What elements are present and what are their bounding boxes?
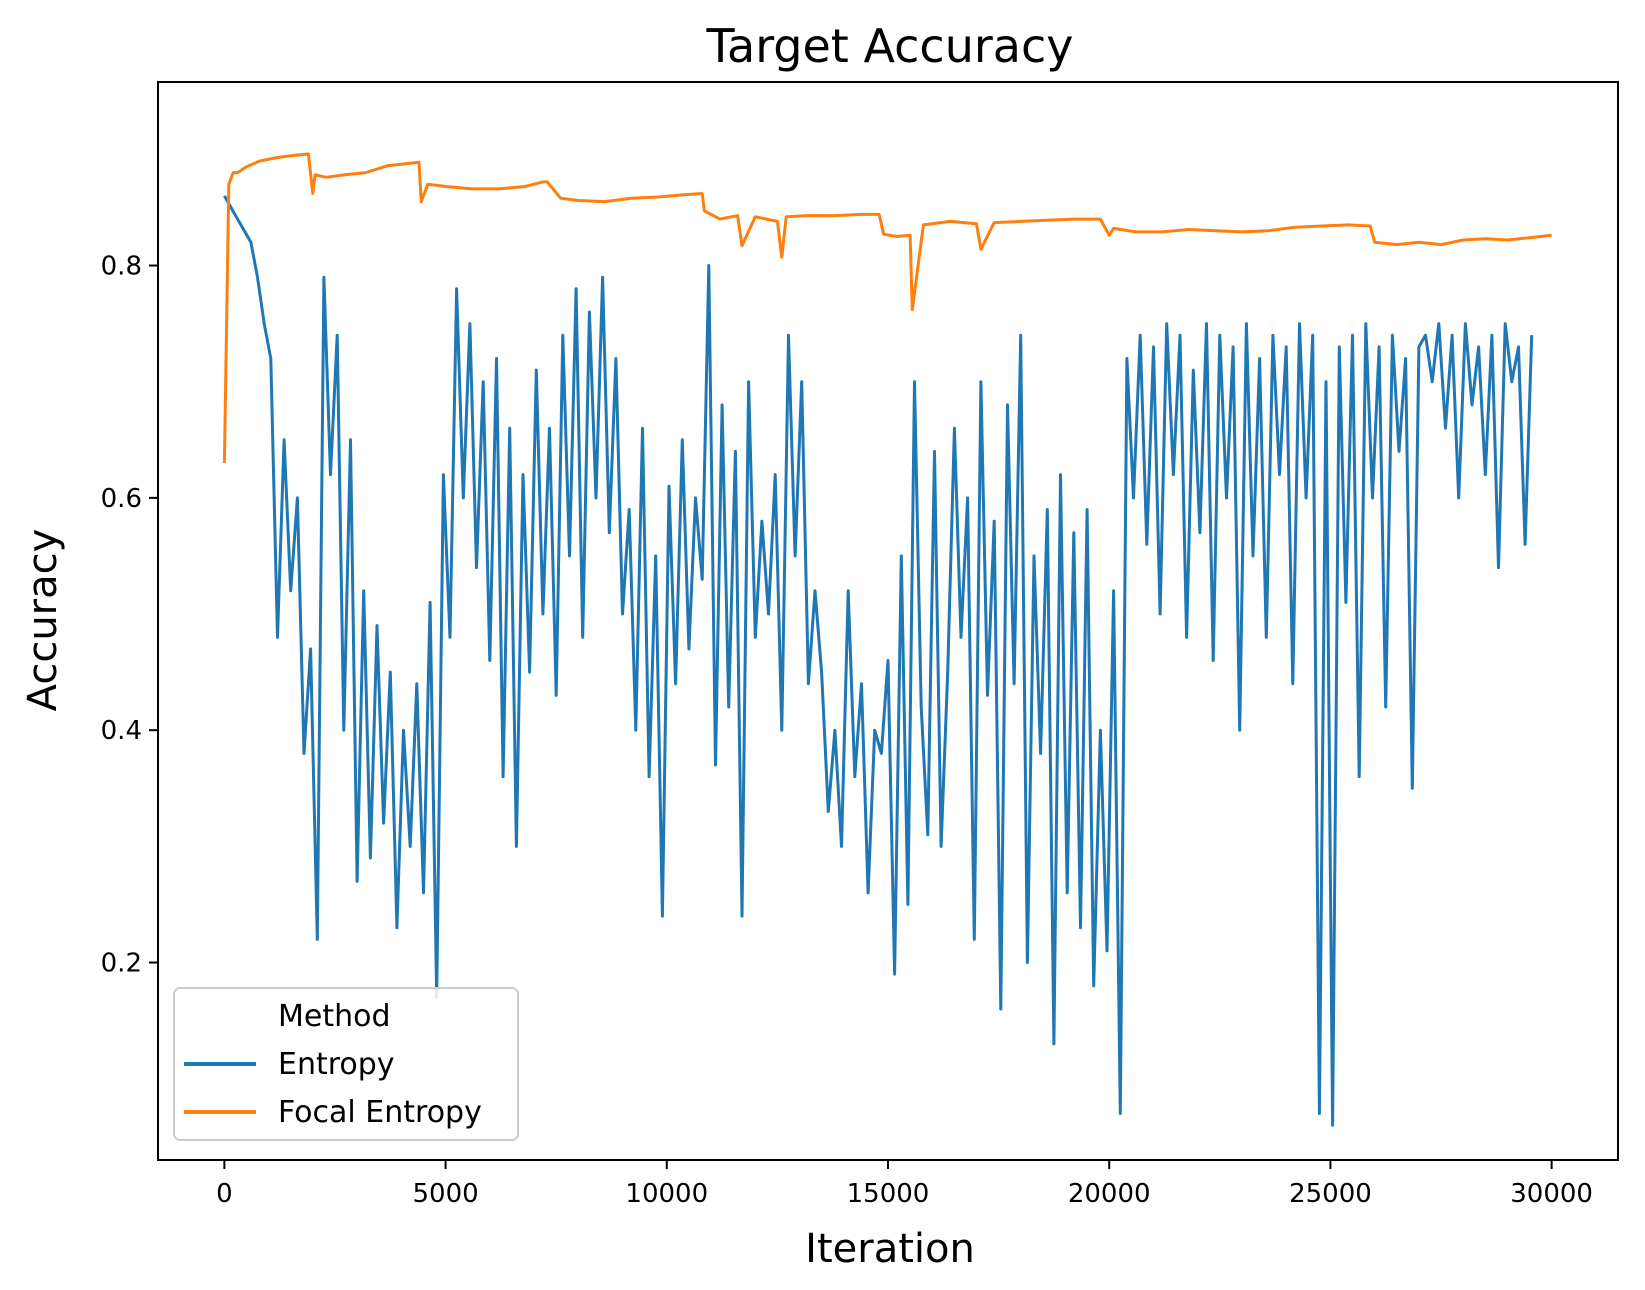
y-tick-label: 0.8 (101, 252, 142, 282)
x-axis-label: Iteration (805, 1226, 975, 1272)
y-tick-label: 0.6 (101, 484, 142, 514)
x-tick-label: 25000 (1289, 1179, 1372, 1209)
ticks-layer: 0 5000 10000 15000 20000 25000 30000 0.2 0.4 0.6 0… (101, 252, 1593, 1209)
x-tick-label: 10000 (625, 1179, 708, 1209)
y-tick-label: 0.4 (101, 716, 142, 746)
series-layer (222, 152, 1552, 1127)
series-line-entropy (223, 195, 1534, 1127)
legend-label-entropy: Entropy (278, 1047, 395, 1082)
x-tick-label: 5000 (412, 1179, 478, 1209)
y-axis-label: Accuracy (20, 529, 66, 712)
x-tick-label: 30000 (1510, 1179, 1593, 1209)
x-tick-label: 15000 (847, 1179, 930, 1209)
legend-label-focal-entropy: Focal Entropy (278, 1095, 482, 1130)
legend-box (173, 987, 519, 1141)
chart-title: Target Accuracy (706, 19, 1074, 73)
series-line-focal-entropy (222, 152, 1552, 464)
y-tick-label: 0.2 (101, 949, 142, 979)
legend: Method Entropy Focal Entropy (173, 987, 519, 1141)
x-tick-label: 0 (216, 1179, 233, 1209)
x-tick-label: 20000 (1068, 1179, 1151, 1209)
legend-title: Method (278, 999, 391, 1034)
